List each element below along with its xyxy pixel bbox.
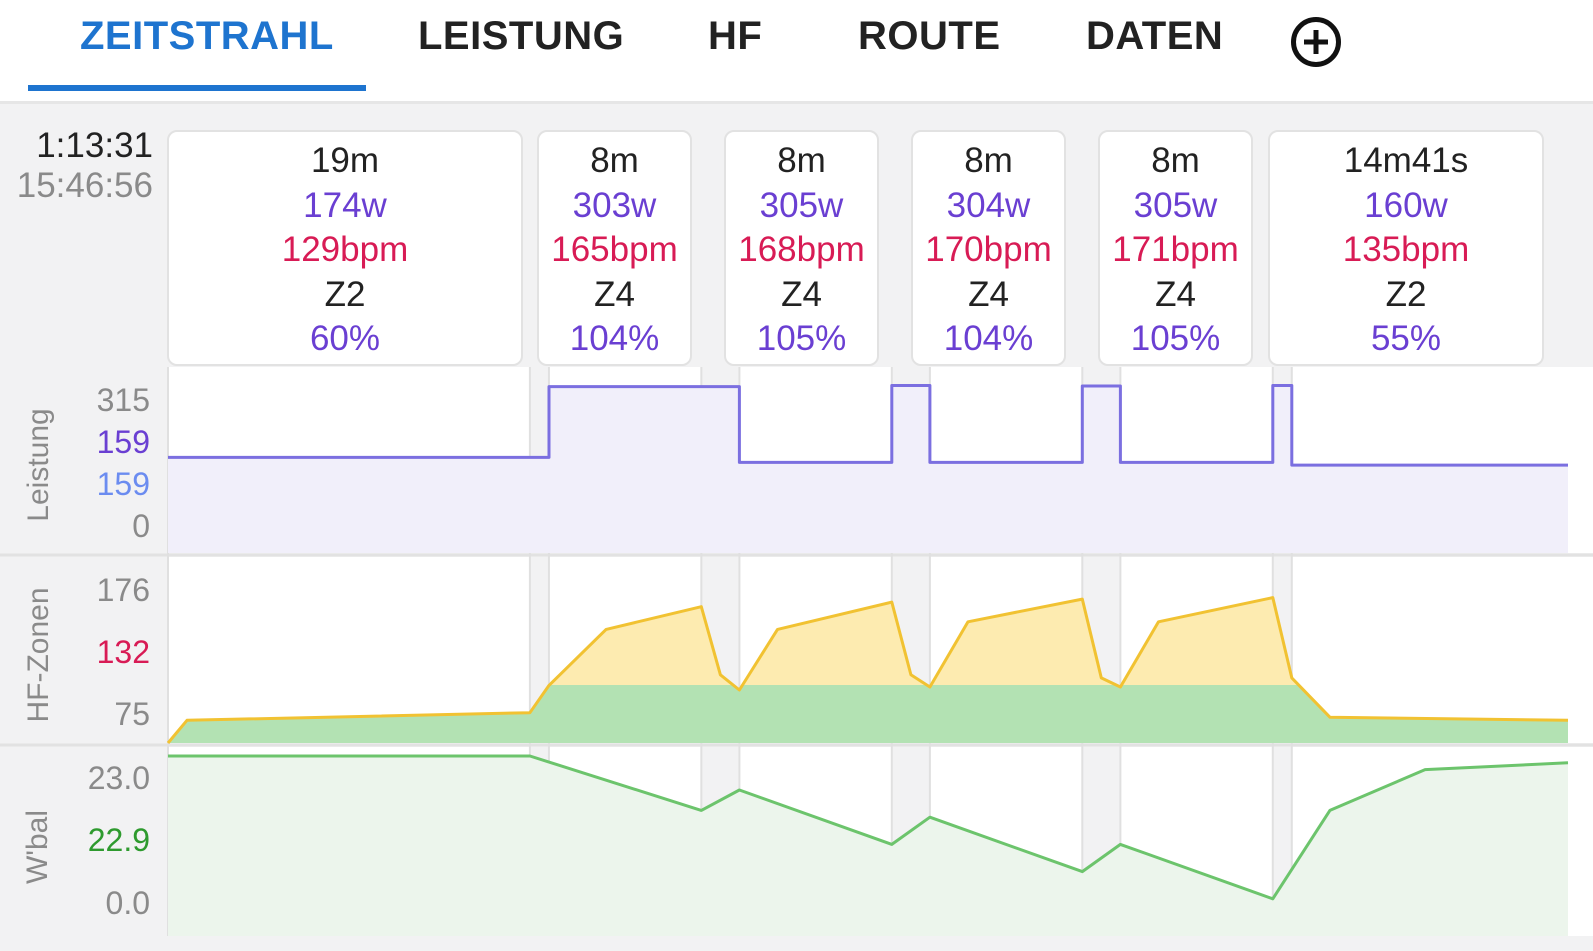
interval-duration: 19m <box>310 141 380 180</box>
interval-heart-rate: 171bpm <box>1112 230 1239 269</box>
wbal-series-line <box>168 754 1569 901</box>
power-current-value: 159 <box>96 424 150 460</box>
interval-heart-rate: 135bpm <box>1342 230 1470 269</box>
wbal-axis-min: 0.0 <box>105 885 150 921</box>
interval-percent: 105% <box>1130 319 1221 358</box>
interval-power: 303w <box>572 185 657 225</box>
tab-zeitstrahl[interactable]: ZEITSTRAHL <box>80 14 334 58</box>
interval-heart-rate: 129bpm <box>281 230 409 269</box>
power-axis-max: 315 <box>96 382 150 418</box>
plus-circle-icon[interactable] <box>1290 16 1342 68</box>
interval-zone: Z4 <box>1155 274 1196 314</box>
interval-zone: Z4 <box>594 274 635 314</box>
interval-power: 160w <box>1364 185 1448 225</box>
interval-percent: 104% <box>569 319 660 358</box>
interval-power: 174w <box>303 185 387 225</box>
tab-route[interactable]: ROUTE <box>858 14 1001 58</box>
hr-current-value: 132 <box>96 634 150 670</box>
interval-card[interactable]: 19m 174w 129bpm Z2 60% <box>167 130 523 366</box>
power-series-line <box>168 384 1568 467</box>
elapsed-time: 1:13:31 <box>36 126 153 165</box>
interval-card[interactable]: 8m 304w 170bpm Z4 104% <box>911 130 1066 366</box>
interval-zone: Z2 <box>1385 274 1427 314</box>
interval-percent: 60% <box>309 319 381 358</box>
interval-card[interactable]: 8m 303w 165bpm Z4 104% <box>537 130 692 366</box>
interval-duration: 8m <box>777 141 826 180</box>
wbal-axis-max: 23.0 <box>87 760 150 796</box>
interval-zone: Z2 <box>324 274 366 314</box>
tab-leistung[interactable]: LEISTUNG <box>418 14 625 58</box>
interval-percent: 55% <box>1370 319 1442 358</box>
interval-power: 304w <box>946 185 1031 225</box>
interval-card[interactable]: 8m 305w 171bpm Z4 105% <box>1098 130 1253 366</box>
clock-time: 15:46:56 <box>16 166 153 205</box>
interval-power: 305w <box>1133 185 1218 225</box>
interval-zone: Z4 <box>968 274 1009 314</box>
interval-duration: 8m <box>964 141 1013 180</box>
interval-percent: 105% <box>756 319 847 358</box>
interval-heart-rate: 168bpm <box>738 230 865 269</box>
hr-axis-max: 176 <box>96 572 150 608</box>
interval-heart-rate: 170bpm <box>925 230 1052 269</box>
interval-power: 305w <box>759 185 844 225</box>
tab-hf[interactable]: HF <box>708 14 763 58</box>
wbal-series-area <box>168 756 1568 936</box>
hr-series-line <box>166 596 1569 744</box>
power-series-area <box>168 385 1568 553</box>
interval-duration: 14m41s <box>1343 141 1469 180</box>
interval-percent: 104% <box>943 319 1034 358</box>
interval-zone: Z4 <box>781 274 822 314</box>
wbal-current-value: 22.9 <box>87 822 150 858</box>
interval-card[interactable]: 14m41s 160w 135bpm Z2 55% <box>1268 130 1544 366</box>
power-axis-min: 0 <box>132 508 150 544</box>
interval-card[interactable]: 8m 305w 168bpm Z4 105% <box>724 130 879 366</box>
interval-duration: 8m <box>1151 141 1200 180</box>
tab-bar: ZEITSTRAHL LEISTUNG HF ROUTE DATEN <box>0 0 1593 104</box>
hr-axis-min: 75 <box>114 696 150 732</box>
active-tab-indicator <box>28 85 366 91</box>
interval-heart-rate: 165bpm <box>551 230 678 269</box>
power-current-value-2: 159 <box>96 466 150 502</box>
interval-duration: 8m <box>590 141 639 180</box>
tab-daten[interactable]: DATEN <box>1086 14 1224 58</box>
